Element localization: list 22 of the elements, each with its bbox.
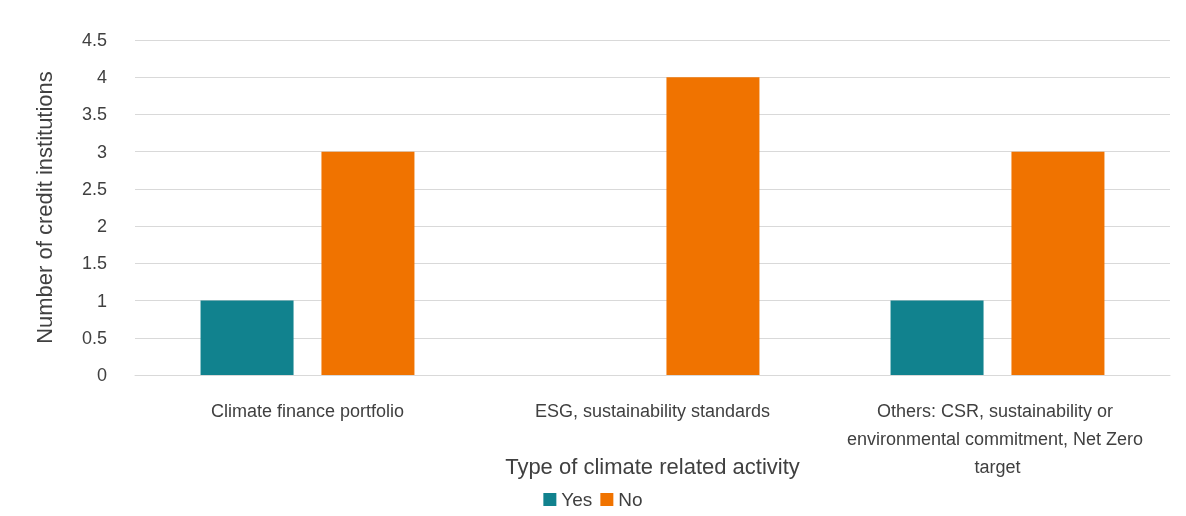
y-tick-label: 1.5 bbox=[81, 253, 107, 274]
bar bbox=[666, 77, 760, 375]
bar bbox=[1011, 151, 1105, 375]
x-axis-title: Type of climate related activity bbox=[505, 453, 800, 479]
y-tick-label: 3.5 bbox=[81, 104, 107, 125]
y-tick-label: 4 bbox=[96, 67, 107, 88]
y-tick-label: 2 bbox=[96, 216, 107, 237]
bar bbox=[321, 151, 415, 375]
y-tick-label: 2.5 bbox=[81, 178, 107, 199]
y-tick-label: 0 bbox=[96, 365, 107, 385]
y-tick-label: 4.5 bbox=[81, 30, 107, 50]
legend-label: Yes bbox=[561, 489, 593, 510]
bar bbox=[890, 300, 984, 375]
x-tick-label: Climate finance portfolio bbox=[210, 401, 405, 421]
y-tick-label: 1 bbox=[96, 290, 107, 311]
legend-label: No bbox=[618, 489, 643, 510]
y-axis-title: Number of credit institutions bbox=[31, 71, 57, 344]
y-tick-label: 0.5 bbox=[81, 327, 107, 348]
bar bbox=[200, 300, 294, 375]
x-tick-label: ESG, sustainability standards bbox=[534, 401, 771, 421]
x-tick-label: Others: CSR, sustainability or environmental commitment, Net Zero target bbox=[846, 401, 1149, 477]
y-tick-label: 3 bbox=[96, 141, 107, 162]
